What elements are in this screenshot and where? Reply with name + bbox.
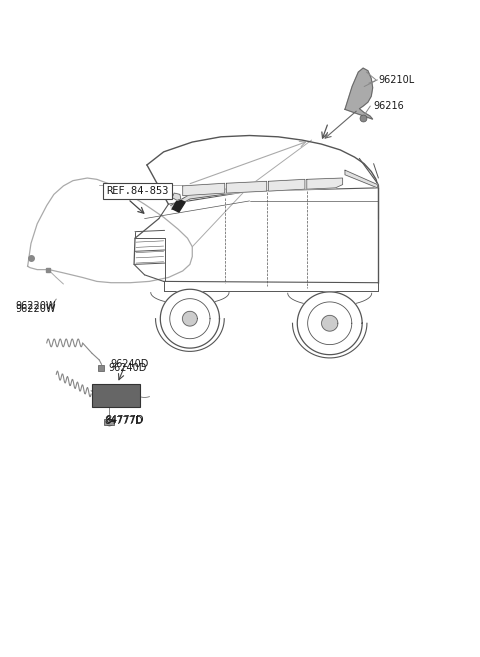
Polygon shape bbox=[171, 186, 247, 210]
Text: 96220W: 96220W bbox=[16, 304, 56, 314]
FancyBboxPatch shape bbox=[104, 419, 114, 425]
Text: 96240D: 96240D bbox=[110, 359, 149, 369]
Polygon shape bbox=[160, 289, 219, 348]
Text: 96210L: 96210L bbox=[378, 75, 415, 85]
Text: REF.84-853: REF.84-853 bbox=[107, 186, 169, 196]
FancyBboxPatch shape bbox=[92, 384, 140, 407]
Polygon shape bbox=[227, 181, 267, 193]
Polygon shape bbox=[345, 170, 377, 188]
Text: 84777D: 84777D bbox=[104, 417, 143, 426]
Polygon shape bbox=[183, 183, 225, 196]
Polygon shape bbox=[297, 292, 362, 355]
Text: 96240D: 96240D bbox=[109, 363, 147, 373]
Polygon shape bbox=[269, 179, 305, 191]
Polygon shape bbox=[307, 178, 343, 189]
Polygon shape bbox=[345, 68, 372, 119]
Polygon shape bbox=[172, 199, 185, 212]
Text: 84777D: 84777D bbox=[106, 415, 144, 425]
Text: 96220W: 96220W bbox=[16, 301, 56, 311]
Polygon shape bbox=[172, 193, 181, 200]
Text: 96216: 96216 bbox=[373, 101, 404, 111]
Polygon shape bbox=[182, 311, 197, 326]
Polygon shape bbox=[322, 315, 338, 331]
